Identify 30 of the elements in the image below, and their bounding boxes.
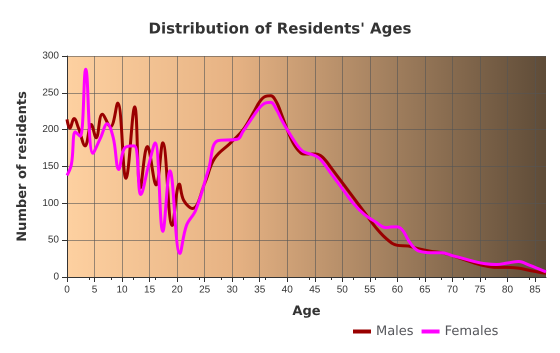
x-tick-label: 65 <box>419 284 431 296</box>
x-tick-label: 70 <box>446 284 458 296</box>
x-tick-label: 45 <box>309 284 321 296</box>
y-tick-label: 200 <box>42 124 60 136</box>
x-tick-label: 30 <box>226 284 238 296</box>
x-tick-label: 25 <box>199 284 211 296</box>
x-tick-label: 50 <box>336 284 348 296</box>
chart-title: Distribution of Residents' Ages <box>148 20 412 38</box>
y-tick-label: 50 <box>48 234 60 246</box>
y-tick-label: 300 <box>42 50 60 62</box>
x-tick-label: 0 <box>64 284 70 296</box>
x-tick-label: 35 <box>254 284 266 296</box>
x-tick-label: 40 <box>282 284 294 296</box>
x-axis-title: Age <box>292 304 321 319</box>
y-tick-label: 100 <box>42 198 60 209</box>
x-tick-label: 15 <box>144 284 156 296</box>
x-tick-label: 60 <box>392 284 404 296</box>
y-tick-label: 250 <box>42 87 60 98</box>
y-tick-label: 0 <box>53 272 60 282</box>
x-tick-label: 5 <box>92 284 98 296</box>
y-tick-label: 150 <box>42 161 60 172</box>
legend-label: Males <box>376 324 414 339</box>
x-tick-label: 55 <box>364 284 376 296</box>
x-tick-label: 85 <box>529 284 541 296</box>
x-tick-label: 80 <box>502 284 514 296</box>
legend-label: Females <box>444 324 499 339</box>
y-axis-title: Number of residents <box>15 90 30 242</box>
x-tick-label: 10 <box>116 284 128 296</box>
x-tick-label: 75 <box>474 284 486 296</box>
x-tick-label: 20 <box>172 284 184 296</box>
